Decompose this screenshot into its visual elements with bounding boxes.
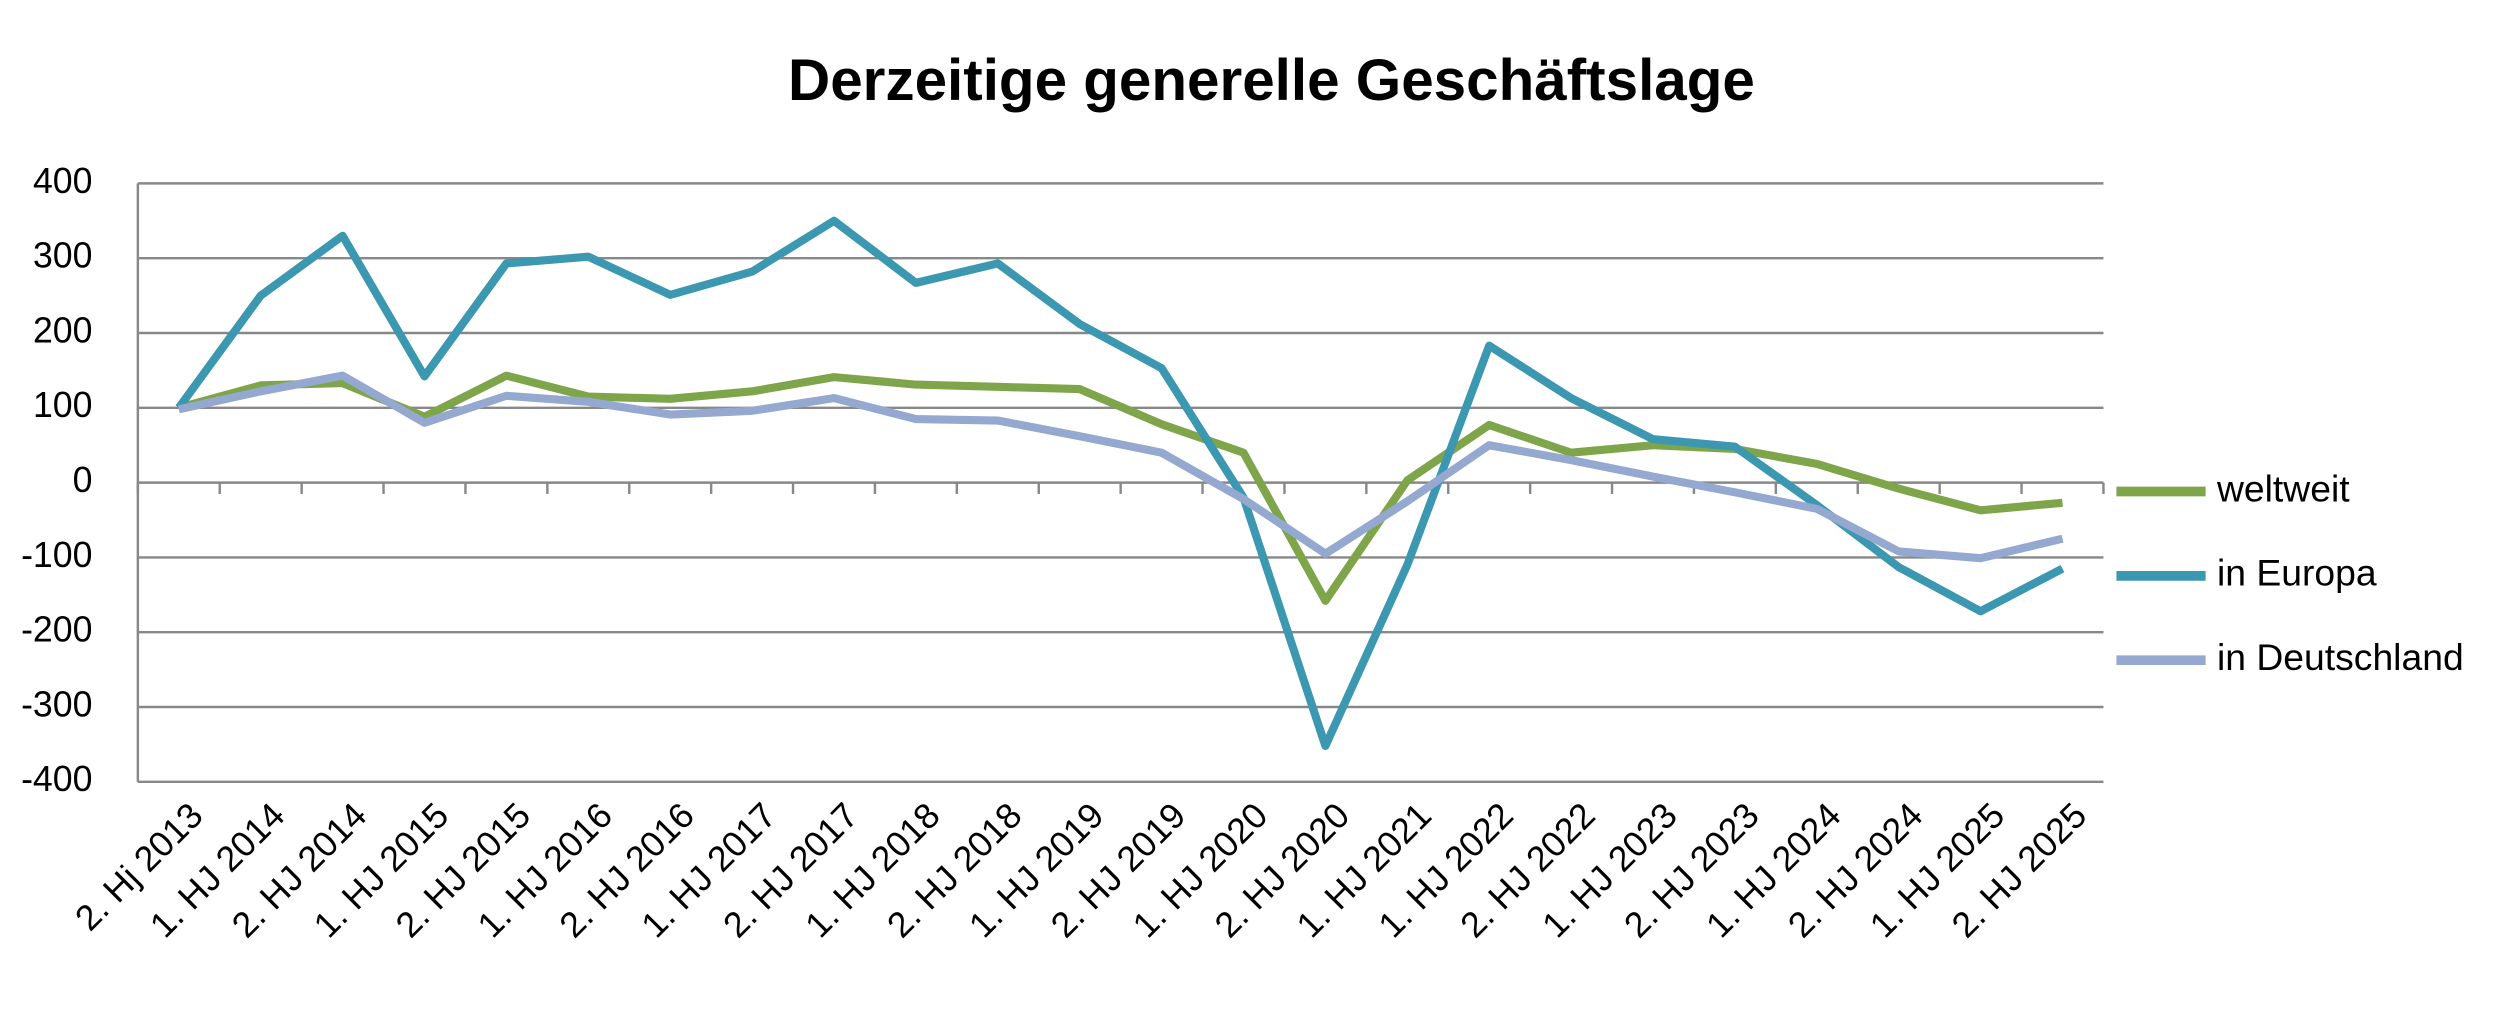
y-tick-label: 0	[73, 460, 93, 500]
y-tick-label: -200	[21, 610, 92, 650]
y-tick-label: -100	[21, 535, 92, 575]
y-tick-label: -300	[21, 684, 92, 724]
series-line	[177, 371, 2064, 563]
legend-label: in Deutschland	[2217, 636, 2464, 678]
y-tick-label: 300	[33, 236, 93, 276]
y-tick-label: -400	[21, 759, 92, 799]
y-tick-label: 400	[33, 161, 93, 201]
y-tick-label: 100	[33, 385, 93, 425]
legend-label: weltweit	[2216, 467, 2350, 509]
legend-label: in Europa	[2217, 552, 2377, 594]
y-tick-label: 200	[33, 310, 93, 350]
series-line	[175, 216, 2065, 750]
series-line	[177, 371, 2063, 605]
chart-title: Derzeitige generelle Geschäftslage	[788, 48, 1755, 113]
